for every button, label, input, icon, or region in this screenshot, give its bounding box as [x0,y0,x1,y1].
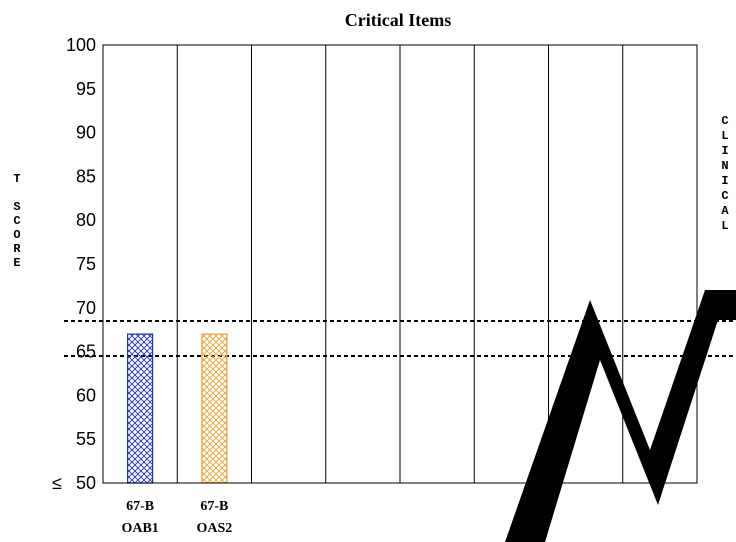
y-tick-label: 85 [76,166,96,186]
y-label-letter: O [13,228,20,242]
threshold-lines [64,319,736,357]
bar-oab1 [127,333,154,484]
y-tick-label: 55 [76,429,96,449]
right-label-letter: C [721,189,728,203]
y-tick-label: 65 [76,342,96,362]
right-label-letter: N [721,159,728,173]
category-code: 67-B [200,499,228,514]
y-tick-label: 60 [76,385,96,405]
right-label-letter: A [721,204,729,218]
bar-oas2 [201,333,228,484]
y-tick-label: 80 [76,210,96,230]
right-label-letter: L [721,219,728,233]
category-name: OAB1 [121,521,158,536]
right-label-letter: L [721,129,728,143]
y-label-letter: C [13,214,20,228]
category-code: 67-B [126,499,154,514]
y-label-letter: T [13,172,20,186]
watermark-letter-n [505,290,736,542]
y-label-letter: E [13,256,20,270]
y-tick-label: 75 [76,254,96,274]
y-tick-label: 50 [76,473,96,493]
y-axis-ticks: 100 95 90 85 80 75 70 65 60 55 50 ≤ [52,35,96,493]
y-floor-symbol: ≤ [52,473,62,493]
x-axis-categories: 67-B OAB1 67-B OAS2 [121,499,232,536]
column-dividers [176,45,624,483]
right-label-letter: I [721,174,728,188]
y-label-letter: R [13,242,21,256]
right-label-letter: C [721,114,728,128]
y-tick-label: 95 [76,79,96,99]
chart-title: Critical Items [345,10,451,30]
plot-frame [102,44,698,484]
y-tick-label: 70 [76,298,96,318]
category-name: OAS2 [196,521,232,536]
y-tick-label: 90 [76,123,96,143]
y-label-letter: S [13,200,20,214]
right-label-letter: I [721,144,728,158]
y-tick-label: 100 [66,35,96,55]
